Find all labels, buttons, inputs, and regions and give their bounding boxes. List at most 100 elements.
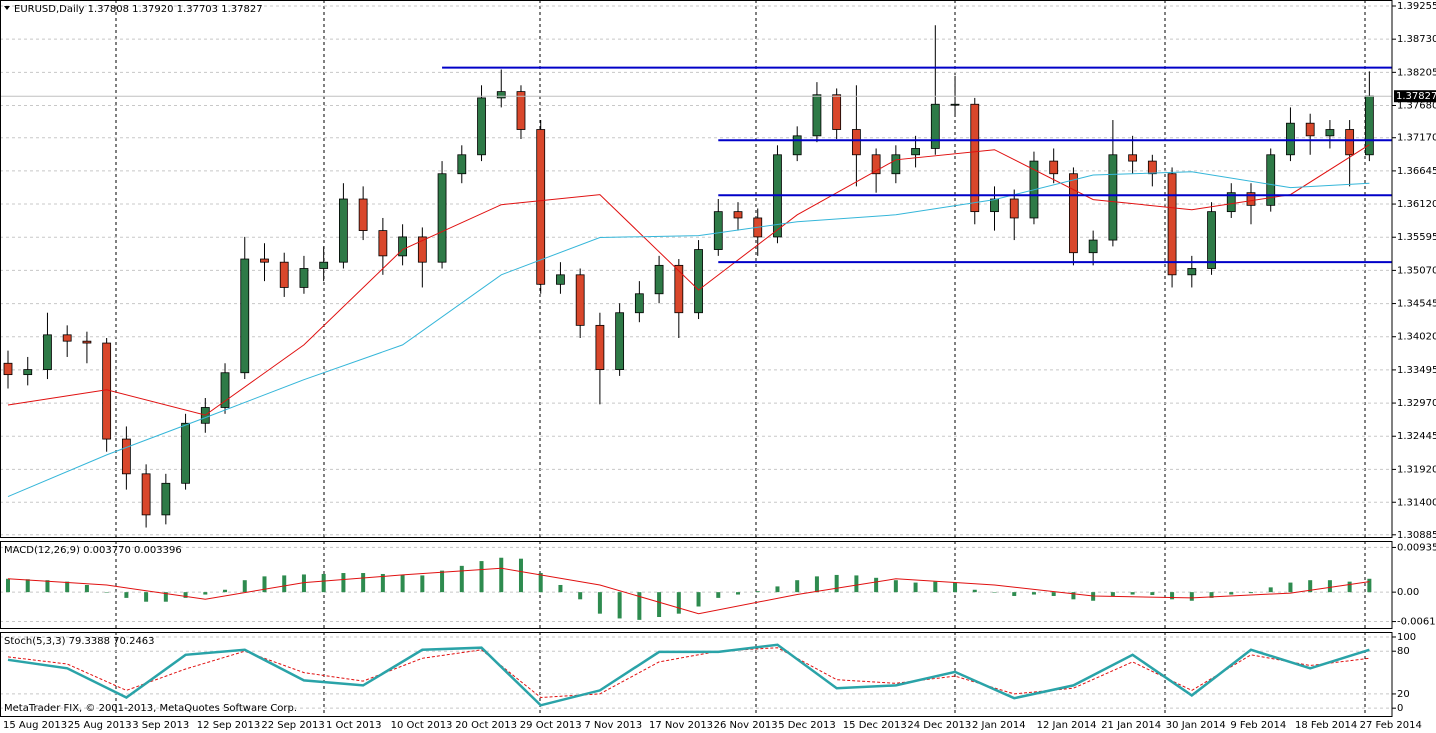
macd-bar: [1288, 582, 1293, 593]
macd-bar: [400, 574, 405, 593]
candle-body: [713, 211, 723, 250]
macd-bar: [657, 592, 662, 618]
y-tick-label: 1.31400: [1397, 497, 1436, 508]
macd-bar: [854, 575, 859, 593]
candle-body: [299, 268, 309, 288]
candle-body: [161, 482, 171, 516]
candle-body: [1049, 160, 1059, 175]
candle-body: [457, 154, 467, 175]
x-tick-label: 17 Nov 2013: [649, 720, 713, 731]
macd-bar: [578, 592, 583, 600]
candle-body: [1147, 160, 1157, 175]
y-tick-label: 0.009354: [1397, 542, 1436, 553]
macd-bar: [1268, 587, 1273, 593]
y-tick-label: 100: [1397, 632, 1416, 643]
macd-bar: [637, 592, 642, 620]
candle-body: [634, 293, 644, 314]
x-tick-label: 10 Oct 2013: [391, 720, 453, 731]
x-tick-label: 27 Feb 2014: [1360, 720, 1422, 731]
macd-bar: [834, 574, 839, 593]
macd-bar: [913, 582, 918, 593]
candle-body: [240, 258, 250, 374]
x-tick-label: 29 Oct 2013: [520, 720, 582, 731]
macd-bar: [597, 592, 602, 614]
candle-body: [339, 198, 348, 263]
candle-body: [1128, 154, 1138, 162]
macd-bar: [1051, 592, 1056, 596]
candle-body: [437, 173, 447, 263]
candle-body: [812, 94, 822, 137]
x-tick-label: 2 Jan 2014: [972, 720, 1026, 731]
candle-body: [1286, 122, 1295, 156]
y-tick-label: 1.38730: [1397, 34, 1436, 45]
macd-bar: [1189, 592, 1194, 601]
candle-body: [279, 261, 289, 288]
x-tick-label: 30 Jan 2014: [1166, 720, 1226, 731]
candle-body: [62, 334, 72, 342]
indicator-line: [7, 647, 1370, 699]
pane-border: [0, 541, 1393, 629]
x-tick-label: 3 Sep 2013: [132, 720, 189, 731]
macd-bar: [1071, 592, 1076, 600]
candle-body: [930, 103, 940, 149]
candle-body: [891, 154, 901, 175]
macd-bar: [459, 565, 464, 593]
candle-body: [871, 154, 881, 175]
y-tick-label: 1.35070: [1397, 265, 1436, 276]
candle-body: [654, 264, 664, 295]
y-tick-label: 1.33495: [1397, 365, 1436, 376]
macd-bar: [341, 573, 346, 593]
macd-bar: [617, 592, 622, 619]
candle-body: [220, 372, 230, 408]
indicator-line: [7, 643, 1370, 707]
candle-body: [1325, 129, 1335, 137]
macd-bar: [1248, 592, 1253, 594]
macd-bar: [301, 574, 306, 593]
y-tick-label: 1.34020: [1397, 332, 1436, 343]
macd-bar: [953, 582, 958, 593]
footer: MetaTrader FIX, © 2001-2013, MetaQuotes …: [4, 703, 297, 714]
x-tick-label: 21 Jan 2014: [1101, 720, 1161, 731]
macd-bar: [1031, 592, 1036, 595]
y-tick-label: 1.39255: [1397, 1, 1436, 12]
y-tick-label: 1.34545: [1397, 299, 1436, 310]
candle-body: [792, 135, 802, 156]
y-tick-label: -0.006153: [1397, 617, 1436, 628]
macd-bar: [893, 580, 898, 593]
macd-bar: [1150, 592, 1155, 596]
y-tick-label: 1.31920: [1397, 464, 1436, 475]
macd-bar: [716, 592, 721, 598]
macd-bar: [242, 580, 247, 593]
candle-body: [733, 211, 743, 219]
macd-bar: [1308, 580, 1313, 593]
candle-body: [141, 473, 151, 516]
candle-body: [536, 129, 546, 285]
macd-bar: [755, 591, 760, 593]
candle-body: [970, 103, 980, 213]
pane-border: [0, 0, 1393, 538]
macd-bar: [25, 579, 30, 593]
candle-body: [1207, 211, 1216, 269]
indicator-line: [7, 144, 1370, 416]
y-tick-label: 20: [1397, 689, 1410, 700]
x-tick-label: 15 Dec 2013: [843, 720, 907, 731]
pane-title: MACD(12,26,9) 0.003770 0.003396: [4, 545, 182, 556]
pane-title: Stoch(5,3,3) 79.3388 70.2463: [4, 636, 155, 647]
macd-bar: [1012, 592, 1017, 596]
macd-bar: [144, 592, 149, 602]
candle-body: [82, 340, 92, 344]
x-tick-label: 25 Aug 2013: [68, 720, 132, 731]
macd-bar: [380, 573, 385, 593]
macd-bar: [1110, 592, 1115, 596]
candle-body: [23, 369, 33, 376]
macd-bar: [736, 592, 741, 595]
candle-body: [121, 438, 131, 475]
y-tick-label: 1.36645: [1397, 166, 1436, 177]
macd-bar: [992, 592, 997, 593]
macd-bar: [499, 557, 504, 593]
candle-body: [477, 97, 486, 156]
candle-body: [43, 334, 52, 370]
y-tick-label: 1.37680: [1397, 101, 1436, 112]
candle-body: [575, 274, 585, 326]
x-tick-label: 20 Oct 2013: [455, 720, 517, 731]
